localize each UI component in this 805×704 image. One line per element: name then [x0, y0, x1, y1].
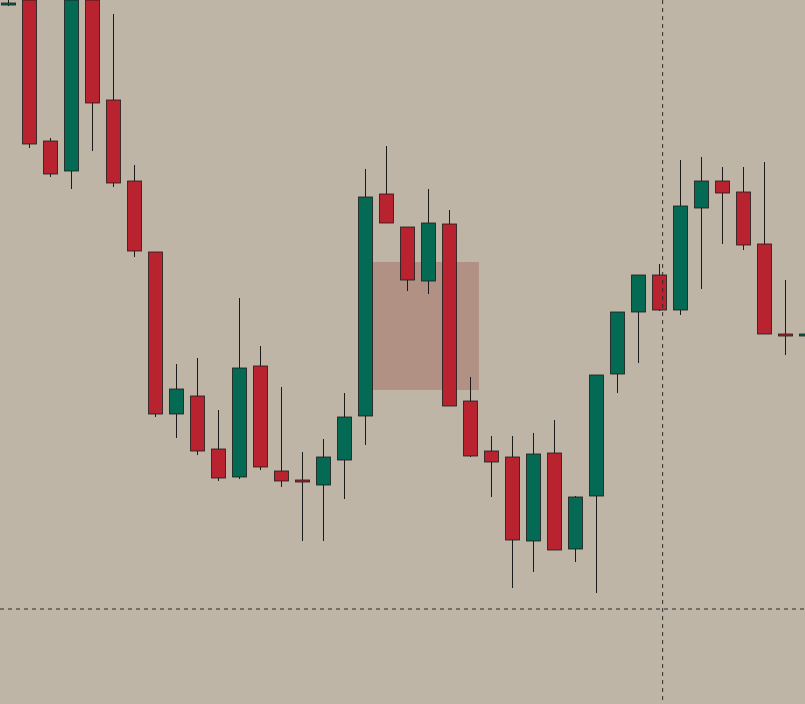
candle [169, 364, 184, 438]
candle-body-bearish [484, 450, 499, 463]
candle-body-bearish [778, 333, 793, 337]
candle [148, 251, 163, 417]
candle [400, 226, 415, 291]
candle-body-bullish [610, 311, 625, 375]
candle-body-bearish [505, 456, 520, 541]
candle [505, 436, 520, 588]
candle-body-bullish [568, 496, 583, 550]
candle-body-bearish [190, 395, 205, 452]
candle [1, 0, 16, 6]
candle [757, 162, 772, 335]
candle-body-bearish [211, 448, 226, 479]
candle [64, 0, 79, 189]
candle-body-bullish [799, 333, 805, 337]
candle-body-bullish [589, 374, 604, 497]
candle [379, 146, 394, 224]
highlight-zone [367, 262, 479, 390]
candle-body-bullish [64, 0, 79, 172]
candle-body-bullish [694, 180, 709, 209]
candle [421, 189, 436, 294]
candle-body-bearish [127, 180, 142, 252]
candle-body-bearish [253, 365, 268, 468]
candle [736, 167, 751, 250]
candle-body-bullish [1, 2, 16, 6]
candle-body-bullish [232, 367, 247, 478]
candle-body-bearish [85, 0, 100, 104]
candle [526, 433, 541, 572]
candle-body-bearish [442, 223, 457, 407]
candle [589, 374, 604, 593]
candle [211, 410, 226, 481]
candle-body-bullish [526, 453, 541, 542]
candle-body-bullish [631, 274, 646, 313]
candle-body-bearish [400, 226, 415, 281]
candle [610, 311, 625, 393]
zone-layer [367, 262, 479, 390]
candle [778, 280, 793, 355]
candle-body-bearish [715, 180, 730, 194]
candle [358, 169, 373, 445]
candle-body-bearish [274, 470, 289, 482]
candle [337, 393, 352, 499]
candle [799, 333, 805, 337]
candle-body-bearish [43, 140, 58, 175]
candle [673, 160, 688, 315]
candle [715, 167, 730, 244]
candle-body-bearish [295, 479, 310, 483]
candle [463, 377, 478, 457]
candle-body-bearish [22, 0, 37, 145]
candle [694, 157, 709, 289]
candle-body-bearish [148, 251, 163, 415]
candle-body-bullish [169, 388, 184, 415]
candle-body-bullish [421, 222, 436, 282]
candle [274, 387, 289, 487]
candle-body-bearish [106, 99, 121, 184]
candle [106, 14, 121, 187]
candle [631, 274, 646, 363]
candle [232, 298, 247, 479]
candle [43, 138, 58, 177]
candle [442, 210, 457, 407]
candle [568, 496, 583, 562]
candle [484, 436, 499, 497]
candle-body-bearish [736, 191, 751, 246]
candle-body-bearish [547, 452, 562, 551]
candle [295, 452, 310, 541]
candle [127, 165, 142, 257]
candle-body-bullish [673, 205, 688, 311]
candle [85, 0, 100, 151]
candle-body-bearish [379, 193, 394, 224]
candle-body-bullish [316, 456, 331, 486]
candle-body-bullish [337, 416, 352, 461]
candle [190, 358, 205, 455]
candle [253, 346, 268, 470]
candle-body-bearish [463, 400, 478, 457]
candle [22, 0, 37, 148]
candle-body-bearish [652, 274, 667, 311]
candle [316, 439, 331, 541]
candle [547, 420, 562, 551]
candle-body-bullish [358, 196, 373, 417]
candle-layer [1, 0, 805, 593]
candle-body-bearish [757, 243, 772, 335]
